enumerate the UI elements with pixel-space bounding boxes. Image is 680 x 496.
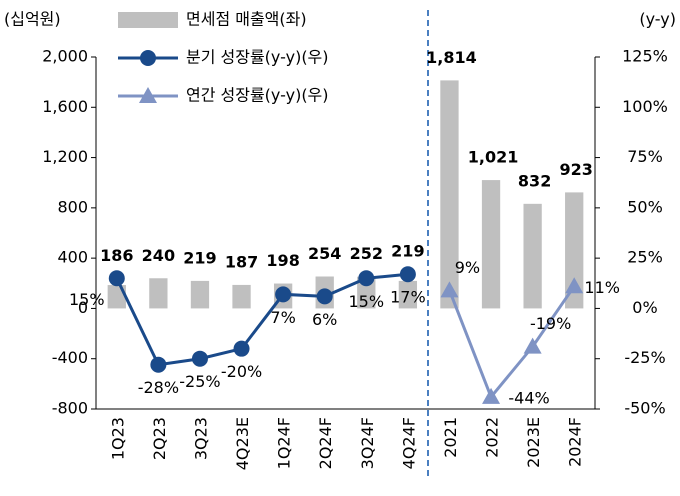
x-tick-label: 4Q23E xyxy=(233,417,252,470)
data-label: 6% xyxy=(312,310,337,329)
data-label: -25% xyxy=(179,372,220,391)
data-label: -19% xyxy=(530,314,571,333)
bar xyxy=(523,203,542,309)
bar-label: 1,814 xyxy=(426,48,477,67)
bar-label: 1,021 xyxy=(468,148,519,167)
legend-marker xyxy=(140,50,156,66)
marker xyxy=(233,340,250,357)
marker xyxy=(523,337,542,354)
x-tick-label: 1Q23 xyxy=(108,417,127,460)
marker xyxy=(275,286,292,303)
marker xyxy=(316,288,333,305)
x-tick-label: 2023E xyxy=(524,417,543,468)
legend-label: 분기 성장률(y-y)(우) xyxy=(186,48,329,67)
x-tick-label: 2Q23 xyxy=(150,417,169,460)
legend-swatch xyxy=(118,12,178,28)
data-label: 9% xyxy=(455,258,480,277)
bar-label: 198 xyxy=(266,251,299,270)
x-tick-label: 3Q23 xyxy=(191,417,210,460)
bar-label: 219 xyxy=(183,248,216,267)
bar xyxy=(190,280,210,309)
legend-label: 연간 성장률(y-y)(우) xyxy=(186,86,329,105)
x-tick-label: 2021 xyxy=(441,417,460,458)
x-tick-label: 2Q24F xyxy=(316,417,335,469)
y2-tick-label: 100% xyxy=(622,97,668,116)
y2-tick-label: 75% xyxy=(627,147,663,166)
bar xyxy=(440,80,459,309)
data-label: 15% xyxy=(349,292,385,311)
marker xyxy=(150,356,167,373)
x-tick-label: 4Q24F xyxy=(399,417,418,469)
bar xyxy=(232,284,251,309)
y2-tick-label: -50% xyxy=(624,399,665,418)
marker xyxy=(482,387,501,404)
y2-tick-label: 50% xyxy=(627,197,663,216)
y-tick-label: 800 xyxy=(57,197,88,216)
y-tick-label: 2,000 xyxy=(42,47,88,66)
y-tick-label: 1,600 xyxy=(42,97,88,116)
line xyxy=(448,285,576,400)
bar-label: 240 xyxy=(142,246,175,265)
data-label: 15% xyxy=(69,290,105,309)
data-label: -20% xyxy=(221,362,262,381)
x-tick-label: 3Q24F xyxy=(358,417,377,469)
bar xyxy=(149,278,168,309)
x-tick-label: 2024F xyxy=(566,417,585,467)
bar-label: 252 xyxy=(350,244,383,263)
marker xyxy=(399,266,416,283)
y-tick-label: 400 xyxy=(57,248,88,267)
bar-label: 186 xyxy=(100,246,133,265)
y-tick-label: 1,200 xyxy=(42,147,88,166)
marker xyxy=(108,270,125,287)
y2-tick-label: 125% xyxy=(622,47,668,66)
bar-label: 923 xyxy=(560,160,593,179)
legend-label: 면세점 매출액(좌) xyxy=(186,10,307,29)
data-label: -44% xyxy=(508,388,549,407)
y2-unit-label: (y-y) xyxy=(639,10,676,29)
y-tick-label: -400 xyxy=(52,348,88,367)
data-label: 7% xyxy=(270,308,295,327)
marker xyxy=(191,350,208,367)
marker xyxy=(565,277,584,294)
y-unit-label: (십억원) xyxy=(4,10,61,29)
bar-label: 219 xyxy=(391,242,424,261)
marker xyxy=(358,270,375,287)
x-tick-label: 1Q24F xyxy=(275,417,294,469)
bar-label: 254 xyxy=(308,244,341,263)
y-tick-label: 0 xyxy=(78,298,88,317)
marker xyxy=(440,281,459,298)
x-tick-label: 2022 xyxy=(483,417,502,458)
bar xyxy=(481,180,501,309)
data-label: 17% xyxy=(390,288,426,307)
bar xyxy=(565,192,584,309)
y2-tick-label: 25% xyxy=(627,248,663,267)
bar-label: 832 xyxy=(518,171,551,190)
y-tick-label: -800 xyxy=(52,399,88,418)
y2-tick-label: -25% xyxy=(624,348,665,367)
data-label: -28% xyxy=(138,378,179,397)
legend-marker xyxy=(139,87,157,103)
bar-label: 187 xyxy=(225,252,258,271)
y2-tick-label: 0% xyxy=(632,298,657,317)
data-label: 11% xyxy=(584,278,620,297)
bar xyxy=(398,280,418,309)
